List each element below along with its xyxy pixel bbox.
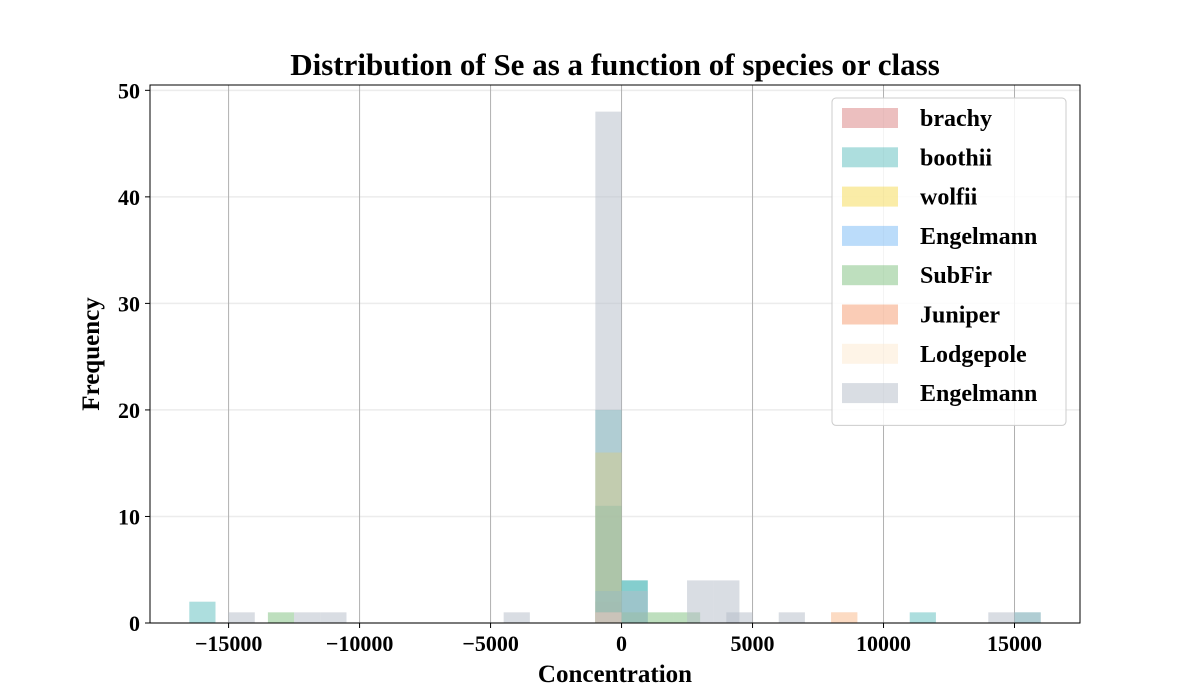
- legend-box: [831, 97, 1067, 426]
- histogram-bars: [189, 111, 1041, 623]
- legend-swatch: [842, 265, 898, 286]
- histogram-bar: [909, 612, 936, 623]
- legend-label: SubFir: [920, 263, 992, 289]
- legend-label: Juniper: [920, 303, 1000, 329]
- histogram-bar: [621, 591, 648, 623]
- histogram-bar: [778, 612, 805, 623]
- histogram-bar: [189, 601, 216, 623]
- histogram-bar: [595, 111, 622, 623]
- y-tick-label: 50: [118, 78, 140, 103]
- chart-title: Distribution of Se as a function of spec…: [290, 47, 940, 82]
- legend-swatch: [842, 147, 898, 168]
- histogram-bar: [320, 612, 347, 623]
- legend-swatch: [842, 343, 898, 364]
- legend-swatch: [842, 186, 898, 207]
- legend: brachy boothii wolfii Engelmann SubFir Junipe…: [831, 97, 1067, 426]
- legend-label: Engelmann: [920, 381, 1037, 407]
- x-tick-label: −15000: [195, 631, 263, 656]
- axis-ticks: −15000 −10000 −5000 0 5000 10000 15000 0 10 20 30 4…: [118, 78, 1042, 656]
- y-tick-label: 20: [118, 398, 140, 423]
- histogram-bar: [294, 612, 321, 623]
- x-tick-label: −10000: [326, 631, 394, 656]
- y-tick-label: 10: [118, 504, 140, 529]
- y-tick-label: 0: [129, 611, 140, 636]
- histogram-bar: [988, 612, 1015, 623]
- legend-label: Lodgepole: [920, 342, 1027, 368]
- histogram-bar: [647, 612, 674, 623]
- legend-label: Engelmann: [920, 224, 1037, 250]
- x-tick-label: 15000: [987, 631, 1042, 656]
- legend-label: wolfii: [920, 185, 978, 211]
- histogram-bar: [503, 612, 530, 623]
- y-axis-label: Frequency: [78, 297, 105, 411]
- plot-frame: [149, 84, 1081, 624]
- legend-swatch: [842, 225, 898, 246]
- histogram-bar: [1014, 612, 1041, 623]
- y-tick-label: 30: [118, 291, 140, 316]
- legend-label: boothii: [920, 145, 992, 171]
- y-tick-label: 40: [118, 185, 140, 210]
- legend-swatch: [842, 108, 898, 128]
- x-tick-label: 5000: [731, 631, 775, 656]
- histogram-bar: [726, 612, 753, 623]
- histogram-bar: [687, 580, 714, 623]
- x-tick-label: 0: [616, 631, 627, 656]
- histogram-bar: [228, 612, 255, 623]
- x-tick-label: 10000: [856, 631, 911, 656]
- legend-label: brachy: [920, 106, 992, 132]
- x-axis-label: Concentration: [538, 661, 692, 688]
- legend-swatch: [842, 383, 898, 404]
- histogram-bar: [267, 612, 295, 623]
- x-tick-label: −5000: [462, 631, 519, 656]
- histogram-bar: [831, 612, 858, 623]
- legend-swatch: [842, 304, 898, 325]
